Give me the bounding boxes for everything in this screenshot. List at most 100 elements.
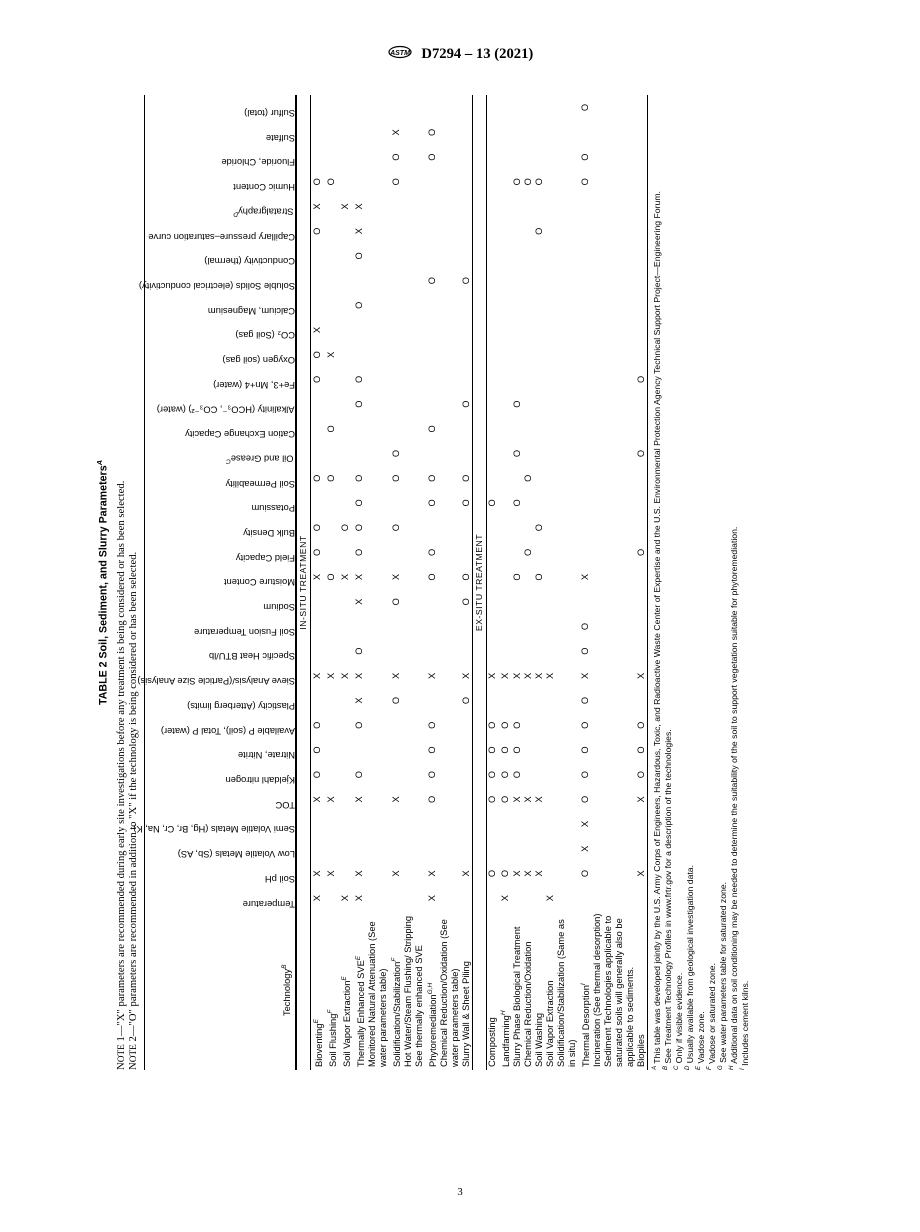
data-cell: O	[487, 738, 499, 763]
data-cell	[439, 367, 461, 392]
data-cell	[487, 219, 499, 244]
data-cell	[523, 120, 534, 145]
data-cell	[545, 565, 556, 590]
data-cell	[339, 244, 353, 269]
data-cell	[556, 886, 578, 911]
col-header: Sulfate	[144, 120, 295, 145]
data-cell	[353, 614, 367, 639]
data-cell: X	[523, 787, 534, 812]
data-cell	[339, 812, 353, 837]
data-cell	[603, 812, 636, 837]
data-cell	[592, 392, 603, 417]
col-header: StratalgraphyD	[144, 194, 295, 219]
data-cell: X	[523, 861, 534, 886]
data-cell	[592, 416, 603, 441]
data-cell	[545, 713, 556, 738]
data-cell	[339, 268, 353, 293]
data-cell	[545, 466, 556, 491]
data-cell	[414, 738, 425, 763]
footnote: G See water parameters table for saturat…	[718, 95, 728, 1070]
data-cell	[534, 95, 545, 120]
data-cell	[367, 515, 389, 540]
data-cell	[534, 589, 545, 614]
data-cell	[603, 491, 636, 516]
data-cell: X	[310, 787, 325, 812]
data-cell: X	[310, 663, 325, 688]
data-cell: O	[325, 565, 339, 590]
data-cell	[498, 639, 512, 664]
technology-name: Thermal DesorptionI	[578, 911, 592, 1070]
data-cell	[367, 886, 389, 911]
data-cell	[414, 491, 425, 516]
data-cell	[636, 639, 648, 664]
data-cell: O	[425, 762, 439, 787]
data-cell: O	[353, 515, 367, 540]
col-header: Specific Heat BTU/lb	[144, 639, 295, 664]
data-cell	[414, 169, 425, 194]
data-cell	[636, 466, 648, 491]
data-cell	[603, 515, 636, 540]
data-cell: O	[389, 515, 403, 540]
data-cell	[325, 392, 339, 417]
data-cell	[310, 392, 325, 417]
data-cell: O	[636, 441, 648, 466]
data-cell	[523, 342, 534, 367]
data-cell	[636, 392, 648, 417]
data-cell	[325, 293, 339, 318]
data-cell	[353, 169, 367, 194]
data-cell	[389, 244, 403, 269]
data-cell	[487, 244, 499, 269]
data-cell: O	[498, 787, 512, 812]
data-cell	[414, 367, 425, 392]
data-cell	[310, 491, 325, 516]
data-cell	[636, 219, 648, 244]
data-cell	[556, 318, 578, 343]
data-cell	[403, 416, 414, 441]
data-cell: O	[389, 441, 403, 466]
data-cell: O	[310, 738, 325, 763]
data-cell	[310, 812, 325, 837]
data-cell	[603, 441, 636, 466]
data-cell	[592, 120, 603, 145]
data-cell: X	[512, 787, 523, 812]
table-row: BiopilesXXOOOXOOO	[636, 95, 648, 1070]
col-header: Potassium	[144, 491, 295, 516]
data-cell	[592, 589, 603, 614]
section-label: IN-SITU TREATMENT	[297, 95, 311, 1070]
data-cell	[534, 367, 545, 392]
data-cell	[636, 120, 648, 145]
data-cell	[425, 589, 439, 614]
data-cell	[367, 787, 389, 812]
data-cell	[534, 392, 545, 417]
data-cell	[487, 367, 499, 392]
data-cell: O	[389, 145, 403, 170]
data-cell	[556, 194, 578, 219]
data-cell: X	[310, 886, 325, 911]
data-cell: O	[425, 120, 439, 145]
technology-name: LandfarmingH	[498, 911, 512, 1070]
data-cell	[403, 812, 414, 837]
data-cell	[545, 614, 556, 639]
data-cell	[439, 145, 461, 170]
data-cell	[367, 441, 389, 466]
data-cell	[603, 219, 636, 244]
data-cell	[545, 787, 556, 812]
data-cell	[339, 491, 353, 516]
data-cell	[339, 169, 353, 194]
data-cell	[534, 540, 545, 565]
data-cell: O	[534, 515, 545, 540]
col-header: Kjeldahl nitrogen	[144, 762, 295, 787]
data-cell	[414, 244, 425, 269]
data-cell	[403, 194, 414, 219]
data-cell	[414, 95, 425, 120]
data-cell	[592, 268, 603, 293]
data-cell	[353, 95, 367, 120]
data-cell	[353, 145, 367, 170]
data-cell	[498, 565, 512, 590]
data-cell	[353, 416, 367, 441]
data-cell	[556, 392, 578, 417]
data-cell	[636, 95, 648, 120]
data-cell	[325, 836, 339, 861]
data-cell	[592, 515, 603, 540]
data-cell	[534, 738, 545, 763]
